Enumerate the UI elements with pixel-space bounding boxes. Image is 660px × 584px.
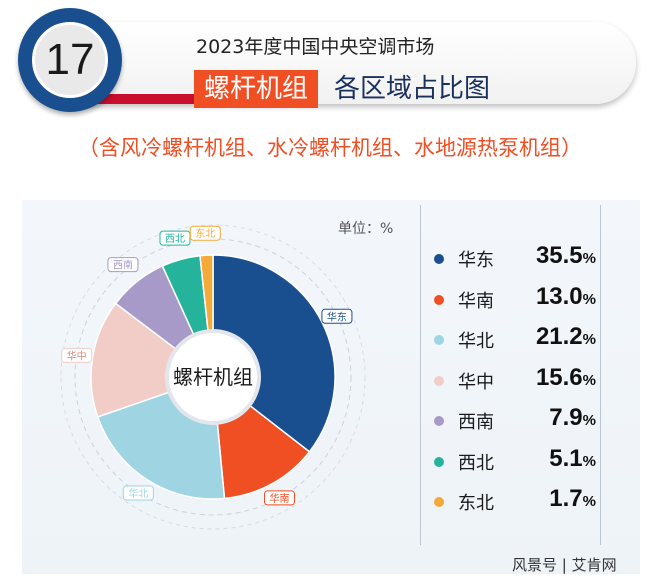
slice-tag-7: 东北	[189, 225, 221, 241]
slice-tag-label: 西北	[165, 233, 185, 245]
slice-tag-label: 华南	[269, 492, 289, 505]
chart-note: （含风冷螺杆机组、水冷螺杆机组、水地源热泵机组）	[78, 136, 582, 160]
banner-bar	[58, 22, 636, 104]
slice-tag-4: 华中	[61, 347, 93, 363]
legend: 华东 35.5% 华南 13.0% 华北 21.2% 华中 15.6% 西南 7.9% 西北 5.1%…	[430, 240, 596, 524]
slice-tag-label: 东北	[195, 227, 215, 240]
panel-divider-right	[600, 205, 601, 545]
legend-label: 西南	[458, 412, 494, 433]
chart-number-badge: 17	[18, 8, 122, 112]
legend-value: 35.5%	[535, 242, 596, 269]
legend-value: 5.1%	[549, 444, 596, 472]
legend-swatch	[434, 335, 444, 345]
source-footer: 风景号 | 艾肯网	[512, 556, 617, 574]
slice-tag-6: 西北	[159, 230, 191, 246]
legend-item: 西南 7.9%	[430, 402, 596, 443]
legend-item: 华东 35.5%	[430, 240, 596, 281]
slice-tag-1: 华东	[321, 308, 353, 324]
legend-swatch	[434, 294, 444, 305]
chart-title-highlight: 螺杆机组	[194, 70, 319, 108]
legend-label: 东北	[458, 493, 494, 514]
slice-tag-5: 西南	[107, 257, 139, 273]
pie-slice-1	[212, 254, 336, 453]
pie-center-hole	[165, 329, 261, 425]
chart-number: 17	[32, 22, 108, 98]
slice-tag-box	[107, 257, 139, 273]
panel-divider	[420, 205, 421, 545]
pie-center-label: 螺杆机组	[173, 365, 253, 389]
slice-tag-box	[61, 347, 93, 363]
header-banner: 17 2023年度中国中央空调市场 螺杆机组 各区域占比图	[18, 8, 638, 118]
slice-tag-box	[189, 225, 221, 241]
slice-tag-label: 华北	[128, 487, 148, 500]
chart-title: 各区域占比图	[334, 74, 491, 104]
legend-label: 华东	[458, 250, 494, 271]
slice-tag-label: 华东	[327, 310, 347, 323]
legend-value: 21.2%	[535, 323, 596, 350]
legend-label: 华南	[458, 290, 494, 312]
legend-value: 15.6%	[535, 363, 596, 391]
legend-value: 13.0%	[535, 282, 596, 310]
unit-label: 单位：%	[338, 221, 394, 237]
legend-label: 华北	[458, 331, 494, 352]
legend-item: 华北 21.2%	[430, 321, 596, 362]
legend-item: 西北 5.1%	[430, 443, 596, 484]
legend-value: 7.9%	[549, 404, 596, 431]
slice-tag-box	[321, 308, 353, 324]
legend-value: 1.7%	[549, 485, 596, 512]
slice-tag-box	[122, 485, 154, 501]
legend-swatch	[434, 254, 444, 264]
slice-tag-2: 华南	[263, 490, 295, 506]
banner-accent	[58, 94, 208, 104]
legend-label: 华中	[458, 371, 494, 393]
pie-slice-4	[90, 302, 215, 418]
legend-swatch	[434, 497, 444, 507]
decorative-ring	[60, 224, 366, 530]
legend-label: 西北	[458, 452, 494, 474]
slice-tag-label: 西南	[113, 259, 133, 272]
chart-subtitle: 2023年度中国中央空调市场	[196, 36, 435, 58]
legend-swatch	[434, 456, 444, 467]
legend-item: 东北 1.7%	[430, 483, 596, 524]
slice-tag-3: 华北	[122, 485, 154, 501]
legend-item: 华中 15.6%	[430, 362, 596, 403]
legend-item: 华南 13.0%	[430, 281, 596, 322]
legend-swatch	[434, 375, 444, 386]
slice-tag-box	[263, 490, 295, 506]
slice-tag-label: 华中	[67, 349, 87, 362]
legend-swatch	[434, 416, 444, 426]
